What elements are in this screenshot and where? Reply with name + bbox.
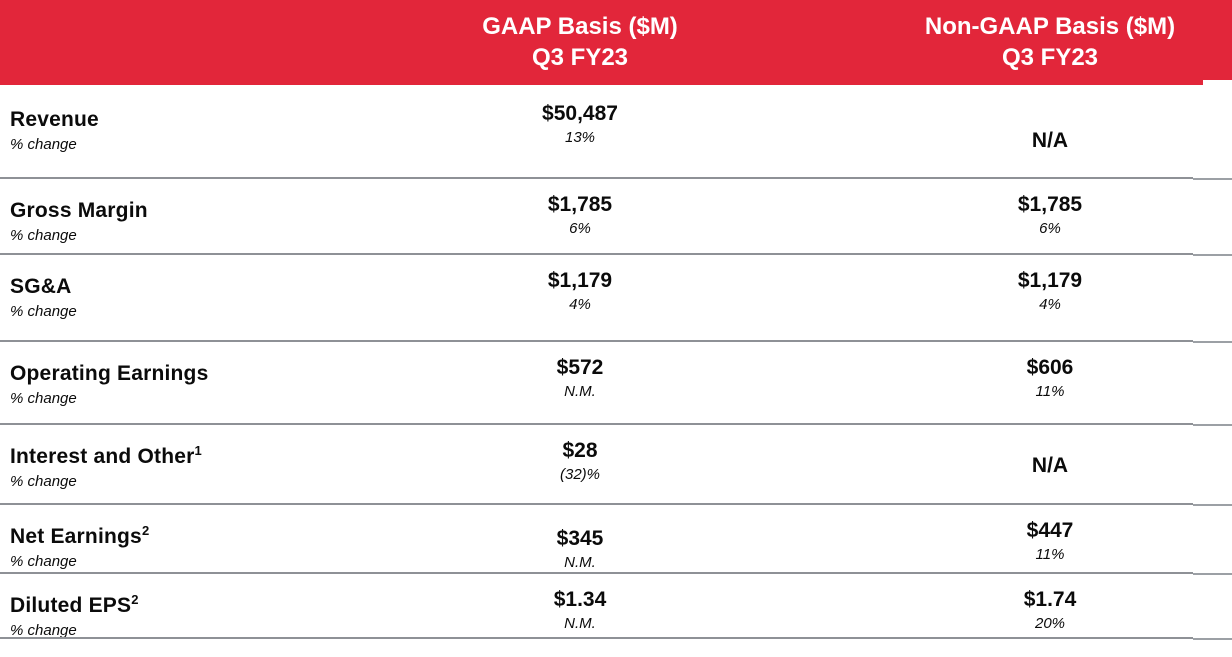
row-divider <box>0 177 1232 180</box>
gaap-value: $345 <box>556 527 604 550</box>
table-row-revenue: Revenue % change $50,487 13% N/A <box>0 85 1232 180</box>
percent-change-label: % change <box>10 622 77 639</box>
percent-change-label: % change <box>10 473 77 490</box>
table-header: GAAP Basis ($M) Q3 FY23 Non-GAAP Basis (… <box>0 0 1232 85</box>
non-gaap-change: 20% <box>1034 615 1066 632</box>
row-label-cell: Net Earnings2 % change <box>0 506 400 575</box>
row-label: Interest and Other1 <box>10 443 202 468</box>
row-label-cell: Revenue % change <box>0 85 400 180</box>
row-label-cell: Diluted EPS2 % change <box>0 575 400 640</box>
gaap-value-cell: $50,487 13% <box>400 85 760 180</box>
gaap-header-line1: GAAP Basis ($M) <box>482 13 678 40</box>
non-gaap-column-header: Non-GAAP Basis ($M) Q3 FY23 <box>868 0 1232 85</box>
gaap-change: N.M. <box>564 554 596 571</box>
table-row-interest-and-other: Interest and Other1 % change $28 (32)% N… <box>0 426 1232 506</box>
non-gaap-header-line2: Q3 FY23 <box>1001 44 1099 71</box>
row-label-cell: SG&A % change <box>0 256 400 343</box>
non-gaap-value: $1.74 <box>1023 588 1077 611</box>
row-label: Gross Margin <box>10 199 148 222</box>
gaap-value-cell: $1,179 4% <box>400 256 760 343</box>
table-row-gross-margin: Gross Margin % change $1,785 6% $1,785 6… <box>0 180 1232 256</box>
non-gaap-change: 11% <box>1035 546 1065 563</box>
gaap-value: $572 <box>556 356 604 379</box>
row-divider <box>0 572 1232 575</box>
percent-change-label: % change <box>10 227 77 244</box>
table-row-operating-earnings: Operating Earnings % change $572 N.M. $6… <box>0 343 1232 426</box>
row-divider <box>0 503 1232 506</box>
non-gaap-value-cell: $1,179 4% <box>868 256 1232 343</box>
non-gaap-change: 4% <box>1039 296 1061 313</box>
non-gaap-value-cell: N/A <box>868 426 1232 506</box>
gaap-value: $50,487 <box>542 102 618 125</box>
non-gaap-value: $447 <box>1026 519 1074 542</box>
gaap-value-cell: $1.34 N.M. <box>400 575 760 640</box>
percent-change-label: % change <box>10 390 77 407</box>
non-gaap-header-line1: Non-GAAP Basis ($M) <box>924 13 1176 40</box>
gaap-value: $28 <box>562 439 598 462</box>
gaap-value-cell: $1,785 6% <box>400 180 760 256</box>
non-gaap-value-cell: $447 11% <box>868 506 1232 575</box>
row-divider <box>0 423 1232 426</box>
row-label: Revenue <box>10 108 99 131</box>
table-row-sga: SG&A % change $1,179 4% $1,179 4% <box>0 256 1232 343</box>
non-gaap-value: $606 <box>1026 356 1074 379</box>
header-spacer <box>760 0 868 85</box>
non-gaap-value: N/A <box>1031 454 1069 477</box>
row-divider <box>0 637 1232 640</box>
non-gaap-change: 11% <box>1035 383 1065 400</box>
row-label: SG&A <box>10 275 72 298</box>
gaap-change: N.M. <box>564 615 596 632</box>
non-gaap-value-cell: $606 11% <box>868 343 1232 426</box>
gaap-change: N.M. <box>564 383 596 400</box>
non-gaap-value-cell: N/A <box>868 85 1232 180</box>
gaap-value-cell: $572 N.M. <box>400 343 760 426</box>
gaap-column-header: GAAP Basis ($M) Q3 FY23 <box>400 0 760 85</box>
non-gaap-change: 6% <box>1039 220 1061 237</box>
gaap-change: 4% <box>569 296 591 313</box>
gaap-change: 13% <box>564 129 596 146</box>
gaap-change: 6% <box>569 220 591 237</box>
table-row-net-earnings: Net Earnings2 % change $345 N.M. $447 11… <box>0 506 1232 575</box>
row-label: Net Earnings2 <box>10 523 150 548</box>
gaap-header-line2: Q3 FY23 <box>531 44 629 71</box>
table-row-diluted-eps: Diluted EPS2 % change $1.34 N.M. $1.74 2… <box>0 575 1232 640</box>
percent-change-label: % change <box>10 553 77 570</box>
row-label-cell: Interest and Other1 % change <box>0 426 400 506</box>
non-gaap-value-cell: $1.74 20% <box>868 575 1232 640</box>
row-divider <box>0 340 1232 343</box>
percent-change-label: % change <box>10 303 77 320</box>
gaap-value-cell: $345 N.M. <box>400 506 760 575</box>
non-gaap-value-cell: $1,785 6% <box>868 180 1232 256</box>
header-notch <box>1203 80 1232 85</box>
row-divider <box>0 253 1232 256</box>
gaap-change: (32)% <box>559 466 600 483</box>
non-gaap-value: $1,179 <box>1017 269 1083 292</box>
non-gaap-value: $1,785 <box>1017 193 1083 216</box>
percent-change-label: % change <box>10 136 77 153</box>
header-empty-cell <box>0 0 400 85</box>
row-label-cell: Operating Earnings % change <box>0 343 400 426</box>
gaap-value-cell: $28 (32)% <box>400 426 760 506</box>
row-label-cell: Gross Margin % change <box>0 180 400 256</box>
row-label: Diluted EPS2 <box>10 592 139 617</box>
non-gaap-value: N/A <box>1031 129 1069 152</box>
gaap-value: $1,785 <box>547 193 613 216</box>
row-label: Operating Earnings <box>10 362 209 385</box>
gaap-value: $1.34 <box>553 588 607 611</box>
gaap-value: $1,179 <box>547 269 613 292</box>
